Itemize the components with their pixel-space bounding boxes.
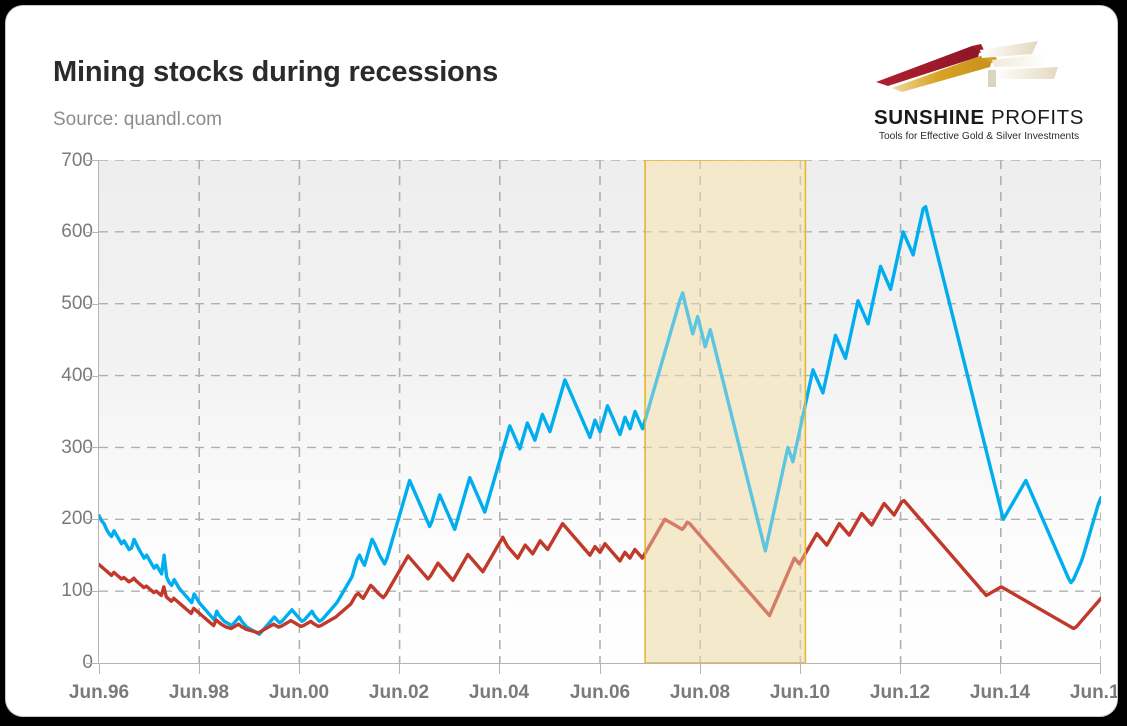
x-tick-mark	[600, 663, 601, 674]
x-tick-mark	[399, 663, 400, 674]
x-tick-mark	[99, 663, 100, 674]
x-tick-label: Jun.02	[368, 682, 430, 703]
x-tick-label: Jun.16	[1069, 682, 1117, 703]
logo-name-light: PROFITS	[990, 106, 1085, 129]
logo-wordmark: SUNSHINE PROFITS	[868, 106, 1090, 130]
x-tick-label: Jun.14	[969, 682, 1031, 703]
y-tick-mark	[86, 591, 99, 592]
x-tick-mark	[499, 663, 500, 674]
x-tick-label: Jun.96	[68, 682, 130, 703]
y-tick-mark	[86, 447, 99, 448]
x-tick-mark	[199, 663, 200, 674]
recession-band	[644, 160, 807, 663]
sunshine-profits-logo: SUNSHINE PROFITS Tools for Effective Gol…	[868, 34, 1090, 146]
y-tick-mark	[86, 232, 99, 233]
y-tick-mark	[86, 160, 99, 161]
logo-tagline: Tools for Effective Gold & Silver Invest…	[878, 131, 1080, 142]
y-tick-mark	[86, 663, 99, 664]
recession-band-overlay	[644, 160, 807, 663]
page-title: Mining stocks during recessions	[53, 56, 499, 88]
y-tick-label: 500	[61, 293, 93, 314]
x-tick-label: Jun.04	[468, 682, 530, 703]
y-tick-label: 700	[61, 150, 93, 171]
logo-rays-icon	[876, 41, 1058, 92]
y-tick-label: 300	[61, 437, 93, 458]
y-tick-mark	[86, 519, 99, 520]
y-tick-label: 600	[61, 221, 93, 242]
y-tick-label: 100	[61, 580, 93, 601]
x-tick-mark	[700, 663, 701, 674]
y-tick-mark	[86, 304, 99, 305]
x-tick-label: Jun.98	[168, 682, 230, 703]
y-axis-line	[98, 160, 99, 664]
x-tick-mark	[800, 663, 801, 674]
series-line-red-series	[99, 498, 1101, 635]
x-tick-label: Jun.00	[268, 682, 330, 703]
chart-canvas	[99, 160, 1101, 663]
x-tick-label: Jun.10	[769, 682, 831, 703]
x-tick-label: Jun.06	[569, 682, 631, 703]
y-tick-label: 400	[61, 365, 93, 386]
source-label: Source: quandl.com	[53, 109, 222, 130]
y-tick-mark	[86, 376, 99, 377]
logo-name-bold: SUNSHINE	[873, 106, 985, 129]
y-tick-label: 0	[23, 652, 93, 674]
y-tick-label: 200	[61, 508, 93, 529]
x-tick-label: Jun.08	[669, 682, 731, 703]
chart-card: Mining stocks during recessions Source: …	[5, 5, 1118, 717]
x-tick-mark	[1000, 663, 1001, 674]
x-tick-mark	[299, 663, 300, 674]
plot-area	[99, 160, 1101, 663]
x-tick-label: Jun.12	[869, 682, 931, 703]
x-tick-mark	[900, 663, 901, 674]
x-tick-mark	[1100, 663, 1101, 674]
